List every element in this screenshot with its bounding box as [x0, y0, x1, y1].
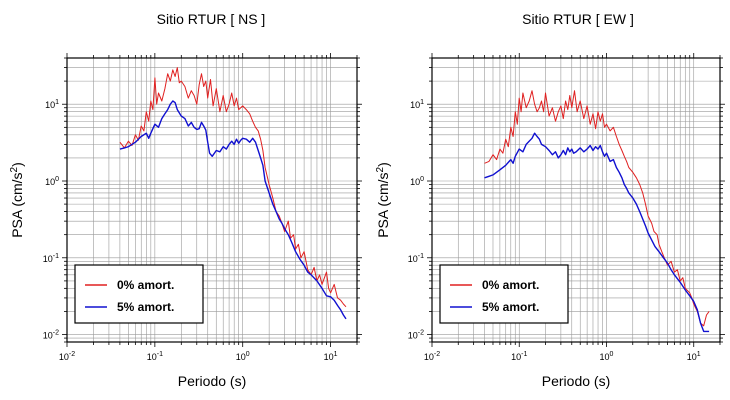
- tick-exponent: -1: [418, 253, 424, 260]
- legend-entry-label: 0% amort.: [117, 278, 174, 292]
- y-axis-label-sup: 2: [375, 166, 386, 172]
- tick-exponent: -2: [434, 351, 440, 358]
- tick-base: 10: [45, 100, 55, 110]
- legend-entry-label: 0% amort.: [482, 278, 539, 292]
- tick-exponent: 0: [55, 176, 59, 183]
- tick-base: 10: [600, 352, 610, 362]
- y-tick-label: 100: [410, 176, 424, 187]
- x-tick-label: 100: [600, 351, 614, 362]
- y-axis-label-base: PSA (cm/s: [9, 172, 25, 237]
- legend-box: [74, 264, 204, 324]
- plot-frame: [66, 57, 358, 343]
- legend: 0% amort. 5% amort.: [74, 264, 204, 324]
- y-axis-label: PSA (cm/s2): [9, 162, 25, 238]
- y-tick-label: 100: [45, 176, 59, 187]
- tick-exponent: -2: [69, 351, 75, 358]
- tick-base: 10: [511, 352, 521, 362]
- legend: 0% amort. 5% amort.: [439, 264, 569, 324]
- tick-base: 10: [236, 352, 246, 362]
- tick-exponent: 1: [334, 351, 338, 358]
- tick-exponent: 1: [420, 99, 424, 106]
- tick-exponent: -1: [53, 253, 59, 260]
- tick-base: 10: [408, 331, 418, 341]
- y-tick-label: 101: [410, 99, 424, 110]
- y-tick-label: 10-1: [408, 253, 424, 264]
- y-tick-label: 10-2: [43, 330, 59, 341]
- plot-frame: [431, 57, 721, 343]
- grid: [66, 57, 358, 343]
- tick-exponent: 1: [55, 99, 59, 106]
- tick-base: 10: [424, 352, 434, 362]
- chart-title: Sitio RTUR [ EW ]: [522, 11, 634, 27]
- legend-entry-label: 5% amort.: [482, 300, 539, 314]
- y-axis-label: PSA (cm/s2): [375, 162, 391, 238]
- tick-base: 10: [410, 177, 420, 187]
- tick-base: 10: [59, 352, 69, 362]
- tick-base: 10: [324, 352, 334, 362]
- y-axis-label-tail: ): [375, 162, 391, 167]
- x-tick-label: 101: [324, 351, 338, 362]
- x-axis-label: Periodo (s): [542, 373, 610, 389]
- y-tick-label: 10-1: [43, 253, 59, 264]
- tick-exponent: -1: [157, 351, 163, 358]
- tick-base: 10: [410, 100, 420, 110]
- x-tick-label: 10-2: [59, 351, 75, 362]
- series-line-damped: [119, 100, 347, 320]
- tick-base: 10: [687, 352, 697, 362]
- tick-exponent: 0: [246, 351, 250, 358]
- tick-base: 10: [408, 254, 418, 264]
- tick-base: 10: [45, 177, 55, 187]
- series-line-damped: [484, 132, 710, 333]
- y-axis-label-base: PSA (cm/s: [375, 172, 391, 237]
- y-tick-label: 10-2: [408, 330, 424, 341]
- legend-entry-label: 5% amort.: [117, 300, 174, 314]
- tick-exponent: 1: [697, 351, 701, 358]
- series-line-undamped: [119, 67, 347, 308]
- series-line-undamped: [484, 90, 710, 327]
- x-tick-label: 10-1: [511, 351, 527, 362]
- tick-exponent: -2: [53, 330, 59, 337]
- chart-title: Sitio RTUR [ NS ]: [157, 11, 266, 27]
- x-tick-label: 10-1: [147, 351, 163, 362]
- x-tick-label: 101: [687, 351, 701, 362]
- x-tick-label: 10-2: [424, 351, 440, 362]
- y-tick-label: 101: [45, 99, 59, 110]
- tick-base: 10: [147, 352, 157, 362]
- legend-box: [439, 264, 569, 324]
- tick-base: 10: [43, 254, 53, 264]
- y-axis-label-sup: 2: [9, 166, 20, 172]
- x-axis-label: Periodo (s): [178, 373, 246, 389]
- tick-exponent: 0: [610, 351, 614, 358]
- tick-exponent: -2: [418, 330, 424, 337]
- x-tick-label: 100: [236, 351, 250, 362]
- y-axis-label-tail: ): [9, 162, 25, 167]
- tick-exponent: -1: [521, 351, 527, 358]
- tick-exponent: 0: [420, 176, 424, 183]
- tick-base: 10: [43, 331, 53, 341]
